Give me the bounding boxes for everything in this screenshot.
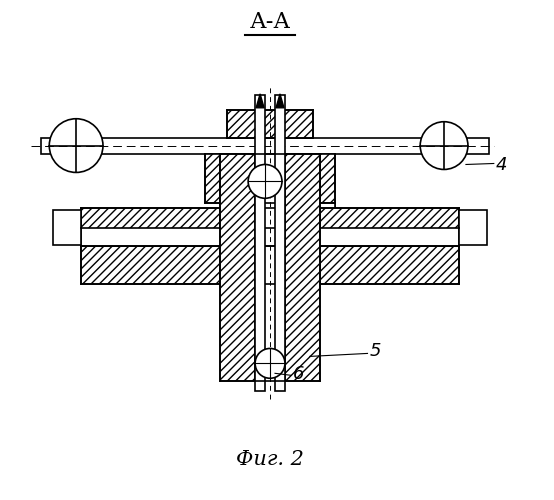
Bar: [320, 246, 459, 284]
Bar: [255, 95, 265, 391]
Circle shape: [255, 348, 285, 378]
Text: А-А: А-А: [249, 11, 291, 33]
Bar: [206, 154, 220, 204]
Text: Фиг. 2: Фиг. 2: [236, 450, 304, 469]
Bar: [81, 228, 459, 246]
Bar: [315, 204, 335, 225]
Polygon shape: [276, 94, 284, 108]
Bar: [42, 138, 489, 154]
Circle shape: [420, 122, 468, 170]
Bar: [275, 95, 285, 391]
Bar: [320, 154, 335, 204]
Text: 5: 5: [370, 342, 381, 360]
Bar: [81, 208, 220, 246]
Circle shape: [248, 164, 282, 198]
Bar: [459, 210, 487, 244]
Bar: [227, 110, 313, 138]
Bar: [285, 154, 320, 382]
Bar: [320, 208, 459, 246]
Text: 6: 6: [293, 366, 304, 384]
Bar: [220, 154, 255, 382]
Bar: [315, 204, 335, 225]
Circle shape: [49, 118, 103, 172]
Bar: [53, 210, 81, 244]
Polygon shape: [256, 94, 264, 108]
Bar: [81, 246, 220, 284]
Text: 4: 4: [496, 156, 507, 174]
